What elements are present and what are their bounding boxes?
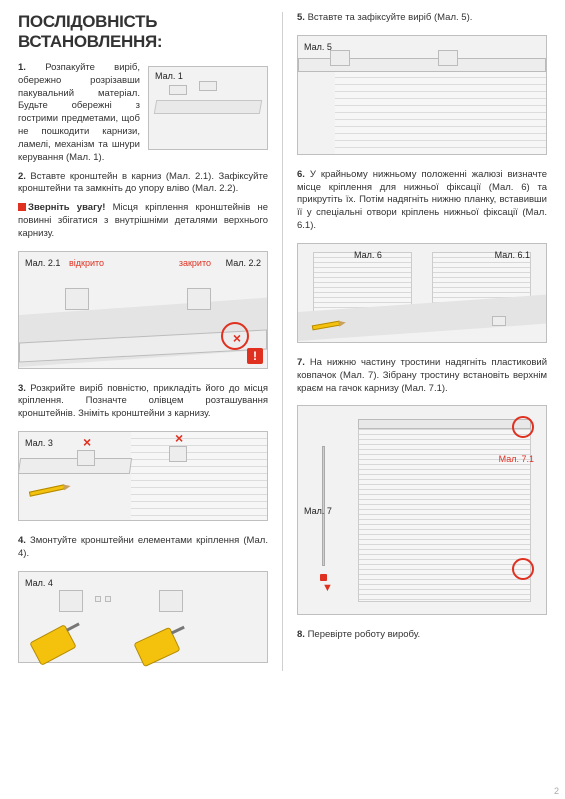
figure-7-label: Мал. 7 [304,506,332,516]
figure-7-1-label: Мал. 7.1 [499,454,534,464]
x-mark-icon-2: × [83,434,91,450]
right-column: 5. Вставте та зафіксуйте виріб (Мал. 5).… [297,12,547,671]
figure-3-label: Мал. 3 [25,438,53,448]
step-2-text: Вставте кронштейн в карниз (Мал. 2.1). З… [18,171,268,195]
drill-icon-1 [29,624,77,666]
figure-7: Мал. 7.1 Мал. 7 ▼ [297,405,547,615]
step-4: 4. Змонтуйте кронштейни елементами кріпл… [18,535,268,561]
step-2: 2. Вставте кронштейн в карниз (Мал. 2.1)… [18,171,268,197]
step-6-text: У крайньому нижньому положенні жалюзі ви… [297,169,547,231]
step-4-num: 4. [18,535,26,546]
step-1-num: 1. [18,62,26,73]
figure-5: Мал. 5 [297,35,547,155]
step-3-num: 3. [18,383,26,394]
arrow-down-icon: ▼ [322,582,333,594]
page-number: 2 [554,786,559,796]
figure-4: Мал. 4 [18,571,268,663]
x-mark-icon-3: × [175,430,183,446]
step-5-text: Вставте та зафіксуйте виріб (Мал. 5). [308,12,473,23]
page-title: ПОСЛІДОВНІСТЬ ВСТАНОВЛЕННЯ: [18,12,268,52]
figure-4-label: Мал. 4 [25,578,53,588]
figure-2: Мал. 2.1 відкрито закрито Мал. 2.2 × ! [18,251,268,369]
step-7-num: 7. [297,357,305,368]
figure-2-open-label: відкрито [69,258,104,268]
step-2-num: 2. [18,171,26,182]
column-divider [282,12,283,671]
step-1-text: Розпакуйте виріб, обережно розрізавши па… [18,62,140,163]
figure-5-label: Мал. 5 [304,42,332,52]
step-5: 5. Вставте та зафіксуйте виріб (Мал. 5). [297,12,547,25]
figure-6-label: Мал. 6 [354,250,382,260]
warning-label: Зверніть увагу! [28,202,105,213]
step-8: 8. Перевірте роботу виробу. [297,629,547,642]
left-column: ПОСЛІДОВНІСТЬ ВСТАНОВЛЕННЯ: 1. Розпакуйт… [18,12,268,671]
step-3-text: Розкрийте виріб повністю, прикладіть йог… [18,383,268,420]
pencil-icon [29,484,65,496]
drill-icon-2 [133,626,180,666]
step-5-num: 5. [297,12,305,23]
figure-1-label: Мал. 1 [155,71,183,81]
step-7-text: На нижню частину тростини надягніть плас… [297,357,547,394]
figure-3: Мал. 3 × × [18,431,268,521]
step-3: 3. Розкрийте виріб повністю, прикладіть … [18,383,268,421]
cap-icon [320,574,327,581]
step-8-text: Перевірте роботу виробу. [308,629,421,640]
step-1: 1. Розпакуйте виріб, обережно розрізавши… [18,62,140,165]
warning: Зверніть увагу! Місця кріплення кронштей… [18,202,268,240]
figure-6-1-label: Мал. 6.1 [495,250,530,260]
warning-badge-icon: ! [247,348,263,364]
step-6: 6. У крайньому нижньому положенні жалюзі… [297,169,547,233]
figure-2-1-label: Мал. 2.1 [25,258,60,268]
figure-2-2-label: Мал. 2.2 [226,258,261,268]
figure-1: Мал. 1 [148,66,268,150]
x-mark-icon: × [233,330,241,346]
warning-icon [18,203,26,211]
step-7: 7. На нижню частину тростини надягніть п… [297,357,547,395]
figure-2-closed-label: закрито [179,258,211,268]
step-6-num: 6. [297,169,305,180]
figure-6: Мал. 6 Мал. 6.1 [297,243,547,343]
step-4-text: Змонтуйте кронштейни елементами кріпленн… [18,535,268,559]
step-8-num: 8. [297,629,305,640]
